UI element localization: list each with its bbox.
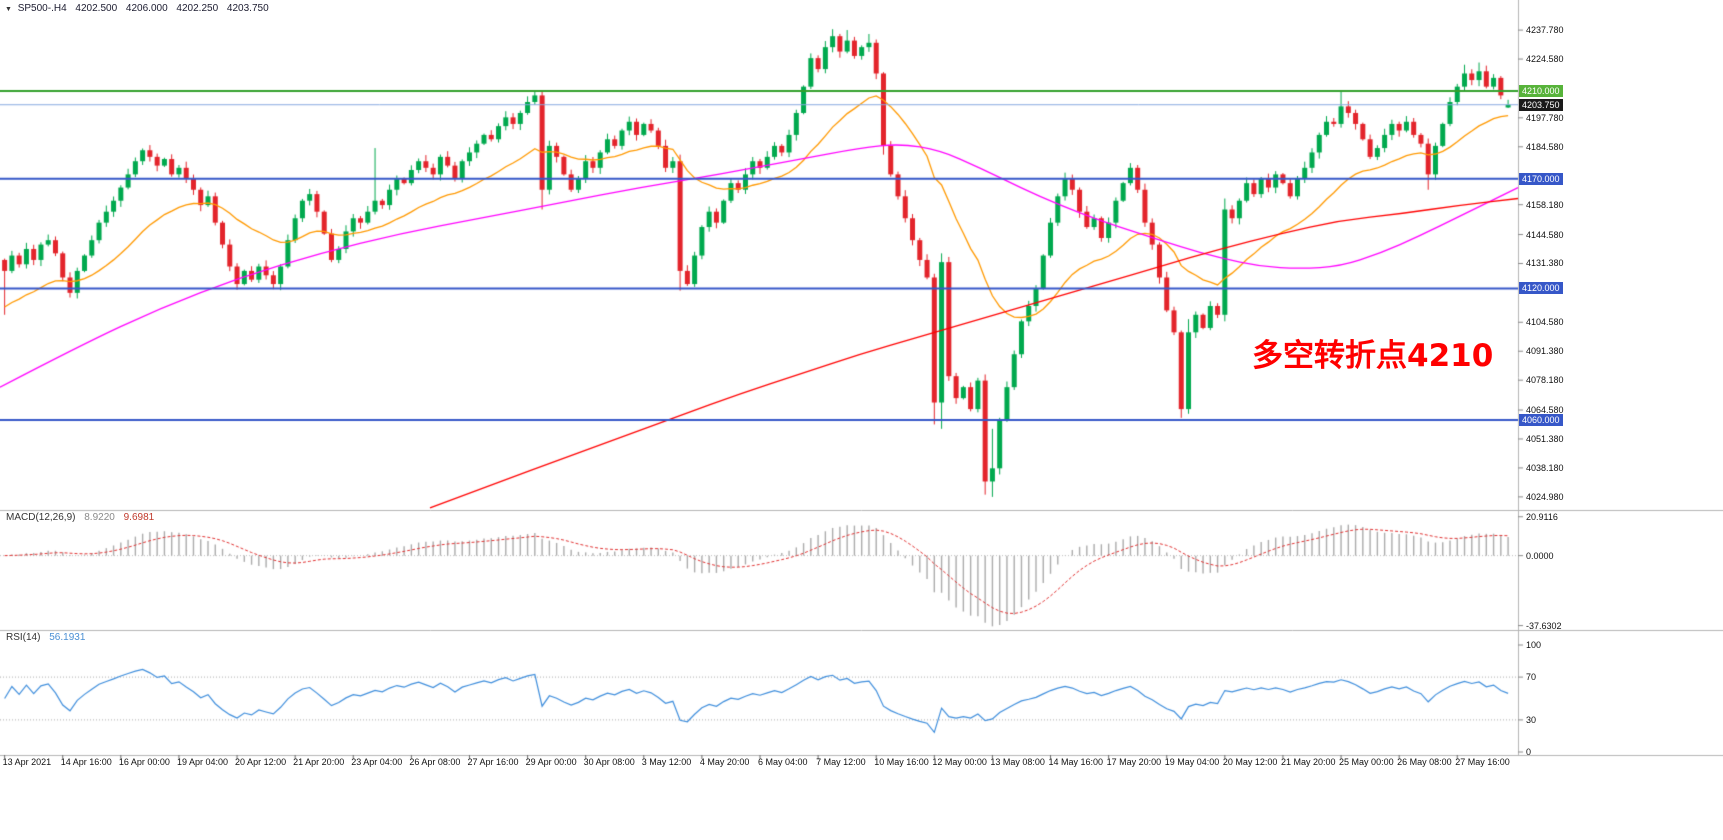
time-axis-label: 14 May 16:00 bbox=[1048, 757, 1104, 767]
macd-axis-label: -37.6302 bbox=[1526, 620, 1562, 631]
price-tick-label: 4064.580 bbox=[1526, 405, 1564, 416]
time-axis-label: 12 May 00:00 bbox=[932, 757, 987, 767]
macd-axis-label: 20.9116 bbox=[1526, 511, 1558, 522]
price-tick-label: 4144.580 bbox=[1526, 229, 1564, 240]
time-axis-label: 3 May 12:00 bbox=[641, 757, 692, 767]
time-axis-label: 23 Apr 04:00 bbox=[351, 757, 403, 767]
macd-value-signal: 9.6981 bbox=[123, 512, 155, 523]
price-tick-label: 4184.580 bbox=[1526, 141, 1564, 152]
price-tick-label: 4237.780 bbox=[1526, 25, 1564, 36]
time-axis-label: 17 May 20:00 bbox=[1106, 757, 1162, 767]
time-axis-label: 13 Apr 2021 bbox=[2, 757, 52, 767]
rsi-axis-label: 70 bbox=[1526, 672, 1537, 683]
time-axis-label: 6 May 04:00 bbox=[758, 757, 808, 767]
time-axis-label: 26 May 08:00 bbox=[1397, 757, 1452, 767]
price-tick-label: 4051.380 bbox=[1526, 433, 1564, 444]
price-tag-4060: 4060.000 bbox=[1519, 414, 1563, 427]
time-axis-label: 21 May 20:00 bbox=[1280, 757, 1336, 767]
price-tick-label: 4078.180 bbox=[1526, 375, 1564, 386]
price-tag-4120: 4120.000 bbox=[1519, 282, 1563, 295]
rsi-value: 56.1931 bbox=[49, 632, 86, 643]
ohlc-open: 4202.500 bbox=[75, 3, 118, 14]
rsi-name: RSI(14) bbox=[6, 632, 41, 643]
time-axis-label: 21 Apr 20:00 bbox=[293, 757, 345, 767]
ohlc-low: 4202.250 bbox=[176, 3, 219, 14]
price-tick-label: 4024.980 bbox=[1526, 491, 1564, 502]
price-tick-label: 4038.180 bbox=[1526, 462, 1564, 473]
symbol-label: SP500-.H4 bbox=[17, 3, 67, 14]
price-tick-label: 4197.780 bbox=[1526, 112, 1564, 123]
time-axis-label: 30 Apr 08:00 bbox=[583, 757, 635, 767]
chart-title: ▼ SP500-.H4 4202.500 4206.000 4202.250 4… bbox=[5, 3, 269, 14]
time-axis-label: 27 May 16:00 bbox=[1455, 757, 1510, 767]
time-axis-label: 26 Apr 08:00 bbox=[409, 757, 461, 767]
time-axis-label: 16 Apr 00:00 bbox=[118, 757, 170, 767]
rsi-indicator-label: RSI(14) 56.1931 bbox=[6, 632, 85, 643]
time-axis-label: 27 Apr 16:00 bbox=[467, 757, 519, 767]
price-tick-label: 4131.380 bbox=[1526, 258, 1564, 269]
price-tick-label: 4224.580 bbox=[1526, 54, 1564, 65]
time-axis-label: 25 May 00:00 bbox=[1339, 757, 1394, 767]
ohlc-close: 4203.750 bbox=[226, 3, 269, 14]
time-axis-label: 4 May 20:00 bbox=[699, 757, 750, 767]
time-axis-label: 7 May 12:00 bbox=[816, 757, 866, 767]
rsi-axis-label: 30 bbox=[1526, 714, 1537, 725]
rsi-axis-label: 100 bbox=[1526, 640, 1542, 650]
time-axis-label: 20 Apr 12:00 bbox=[235, 757, 287, 767]
time-axis-label: 14 Apr 16:00 bbox=[60, 757, 112, 767]
price-tag-4210: 4210.000 bbox=[1519, 85, 1563, 98]
macd-axis-label: 0.0000 bbox=[1526, 550, 1554, 561]
ohlc-high: 4206.000 bbox=[125, 3, 168, 14]
chart-annotation-text[interactable]: 多空转折点4210 bbox=[1252, 338, 1494, 374]
macd-indicator-label: MACD(12,26,9) 8.9220 9.6981 bbox=[6, 512, 154, 523]
rsi-axis-label: 0 bbox=[1526, 747, 1532, 757]
time-axis-label: 19 Apr 04:00 bbox=[176, 757, 228, 767]
symbol-menu-arrow-icon[interactable]: ▼ bbox=[5, 6, 12, 13]
time-axis-label: 10 May 16:00 bbox=[874, 757, 929, 767]
time-axis-label: 29 Apr 00:00 bbox=[525, 757, 577, 767]
price-tick-label: 4158.180 bbox=[1526, 199, 1564, 210]
price-tag-4203.75: 4203.750 bbox=[1519, 98, 1563, 111]
time-axis-label: 20 May 12:00 bbox=[1222, 757, 1278, 767]
price-tick-label: 4091.380 bbox=[1526, 346, 1564, 357]
time-axis-label: 13 May 08:00 bbox=[990, 757, 1045, 767]
time-axis-label: 19 May 04:00 bbox=[1164, 757, 1220, 767]
price-tag-4170: 4170.000 bbox=[1519, 172, 1563, 185]
macd-name: MACD(12,26,9) bbox=[6, 512, 76, 523]
price-tick-label: 4104.580 bbox=[1526, 317, 1564, 328]
macd-value-main: 8.9220 bbox=[84, 512, 115, 523]
